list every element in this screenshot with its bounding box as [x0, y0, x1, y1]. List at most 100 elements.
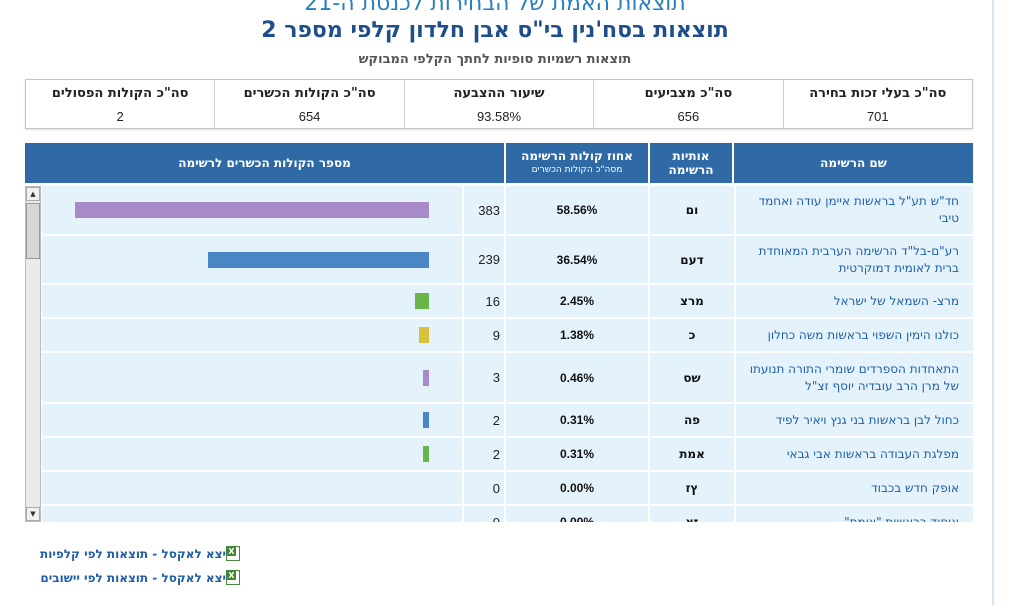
vote-bar-cell	[42, 472, 462, 504]
export-link-label[interactable]: יצא לאקסל - תוצאות לפי קלפיות	[40, 546, 226, 561]
export-excel-by-ballot-link[interactable]: יצא לאקסל - תוצאות לפי קלפיות	[30, 546, 240, 561]
list-name[interactable]: התאחדות הספרדים שומרי התורה תנועתו של מר…	[736, 353, 973, 402]
list-name[interactable]: איחוד בראשות "צומת"	[736, 506, 973, 522]
vote-bar	[208, 251, 429, 268]
column-header-label: מספר הקולות הכשרים לרשימה	[178, 156, 351, 170]
vote-bar	[419, 327, 429, 343]
table-row: 2 0.31% אמת מפלגת העבודה בראשות אבי גבאי	[42, 438, 973, 472]
vote-bar-cell	[42, 438, 462, 470]
vote-count-text: 16	[485, 293, 500, 309]
list-name[interactable]: אופק חדש בכבוד	[736, 472, 973, 504]
list-name[interactable]: רע"ם-בל"ד הרשימה הערבית המאוחדת ברית לאו…	[736, 236, 973, 283]
vote-bar	[75, 202, 429, 218]
vote-bar-cell	[42, 404, 462, 436]
summary-label: סה"כ הקולות הכשרים	[243, 86, 376, 101]
vote-count: 0	[464, 472, 504, 504]
list-letters: אמת	[650, 438, 734, 470]
summary-invalid-votes: סה"כ הקולות הפסולים 2	[26, 80, 214, 128]
list-name[interactable]: מפלגת העבודה בראשות אבי גבאי	[736, 438, 973, 470]
header-divider	[504, 143, 506, 183]
table-row: 0 0.00% זצ איחוד בראשות "צומת"	[42, 506, 973, 522]
summary-valid-votes: סה"כ הקולות הכשרים 654	[214, 80, 403, 128]
column-header-pct: אחוז קולות הרשימה מסה"כ הקולות הכשרים	[506, 143, 648, 183]
vote-percentage: 0.00%	[506, 506, 648, 522]
list-letters: מרצ	[650, 285, 734, 317]
list-name-text[interactable]: רע"ם-בל"ד הרשימה הערבית המאוחדת ברית לאו…	[758, 243, 959, 275]
list-name-text[interactable]: מרצ- השמאל של ישראל	[833, 293, 959, 308]
vote-count-text: 3	[492, 370, 500, 385]
vote-count-text: 383	[478, 202, 500, 218]
list-name[interactable]: מרצ- השמאל של ישראל	[736, 285, 973, 317]
vote-count: 16	[464, 285, 504, 317]
summary-voters: סה"כ מצביעים 656	[593, 80, 782, 128]
vote-bar-cell	[42, 319, 462, 351]
list-letters: שס	[650, 353, 734, 402]
list-name[interactable]: כחול לבן בראשות בני גנץ ויאיר לפיד	[736, 404, 973, 436]
list-name-text[interactable]: מפלגת העבודה בראשות אבי גבאי	[786, 446, 959, 461]
vote-bar-cell	[42, 506, 462, 522]
vote-percentage-text: 0.46%	[559, 370, 595, 385]
vote-percentage: 36.54%	[506, 236, 648, 283]
list-name[interactable]: חד"ש תע"ל בראשות איימן עודה ואחמד טיבי	[736, 186, 973, 234]
summary-label: סה"כ הקולות הפסולים	[51, 86, 189, 101]
vote-count: 383	[464, 186, 504, 234]
results-scrollbar[interactable]: ▲ ▼	[25, 186, 41, 522]
column-header-letters: אותיות הרשימה	[650, 143, 732, 183]
excel-icon	[226, 546, 240, 561]
table-row: 16 2.45% מרצ מרצ- השמאל של ישראל	[42, 285, 973, 319]
vote-percentage: 0.31%	[506, 404, 648, 436]
vote-count-text: 2	[492, 446, 500, 462]
list-name-text[interactable]: אופק חדש בכבוד	[871, 480, 959, 495]
summary-value: 654	[298, 109, 321, 124]
vote-percentage: 0.00%	[506, 472, 648, 504]
summary-label: סה"כ מצביעים	[644, 86, 733, 101]
vote-percentage-text: 2.45%	[559, 294, 595, 308]
list-name-text[interactable]: איחוד בראשות "צומת"	[844, 514, 959, 523]
vote-percentage-text: 0.31%	[559, 413, 595, 427]
table-row: 3 0.46% שס התאחדות הספרדים שומרי התורה תנוע…	[42, 353, 973, 404]
list-letters-text: ום	[685, 203, 699, 217]
vote-bar-cell	[42, 353, 462, 402]
list-name-text[interactable]: כחול לבן בראשות בני גנץ ויאיר לפיד	[775, 412, 959, 427]
vote-count: 2	[464, 404, 504, 436]
column-header-label: אותיות הרשימה	[668, 149, 714, 177]
table-row: 383 58.56% ום חד"ש תע"ל בראשות איימן עודה ו…	[42, 186, 973, 236]
list-letters: פה	[650, 404, 734, 436]
list-letters: זצ	[650, 506, 734, 522]
list-letters-text: מרצ	[680, 294, 704, 308]
vote-count: 0	[464, 506, 504, 522]
summary-label: סה"כ בעלי זכות בחירה	[809, 86, 947, 101]
list-letters-text: ץז	[685, 481, 699, 495]
vote-percentage-text: 58.56%	[556, 203, 598, 217]
vote-bar-cell	[42, 285, 462, 317]
table-row: 0 0.00% ץז אופק חדש בכבוד	[42, 472, 973, 506]
list-letters-text: דעם	[680, 252, 704, 267]
vote-bar	[423, 412, 429, 428]
results-table-header: שם הרשימה אותיות הרשימה אחוז קולות הרשימ…	[25, 143, 973, 183]
column-header-votes: מספר הקולות הכשרים לרשימה	[25, 143, 504, 183]
list-name-text[interactable]: כולנו הימין השפוי בראשות משה כחלון	[767, 327, 959, 342]
list-name-text[interactable]: התאחדות הספרדים שומרי התורה תנועתו של מר…	[749, 361, 959, 393]
list-name[interactable]: כולנו הימין השפוי בראשות משה כחלון	[736, 319, 973, 351]
summary-value: 656	[677, 109, 700, 124]
export-excel-by-town-link[interactable]: יצא לאקסל - תוצאות לפי יישובים	[30, 570, 240, 585]
vote-count: 2	[464, 438, 504, 470]
list-letters: כ	[650, 319, 734, 351]
export-link-label[interactable]: יצא לאקסל - תוצאות לפי יישובים	[40, 570, 226, 585]
table-row: 2 0.31% פה כחול לבן בראשות בני גנץ ויאיר לפ…	[42, 404, 973, 438]
scroll-thumb[interactable]	[26, 203, 40, 259]
scroll-up-arrow-icon[interactable]: ▲	[26, 187, 40, 201]
summary-value: 93.58%	[476, 109, 522, 124]
vote-percentage-text: 36.54%	[556, 252, 598, 267]
list-letters-text: כ	[688, 328, 696, 342]
list-letters: ום	[650, 186, 734, 234]
vote-bar	[423, 369, 429, 386]
summary-panel: סה"כ בעלי זכות בחירה 701 סה"כ מצביעים 65…	[25, 79, 973, 129]
list-name-text[interactable]: חד"ש תע"ל בראשות איימן עודה ואחמד טיבי	[758, 194, 959, 225]
scroll-down-arrow-icon[interactable]: ▼	[26, 507, 40, 521]
list-letters: ץז	[650, 472, 734, 504]
vote-percentage-text: 0.31%	[559, 447, 595, 461]
page-title: תוצאות בסח'נין בי"ס אבן חלדון קלפי מספר …	[261, 18, 729, 43]
summary-value: 701	[866, 109, 889, 124]
vote-percentage: 0.46%	[506, 353, 648, 402]
